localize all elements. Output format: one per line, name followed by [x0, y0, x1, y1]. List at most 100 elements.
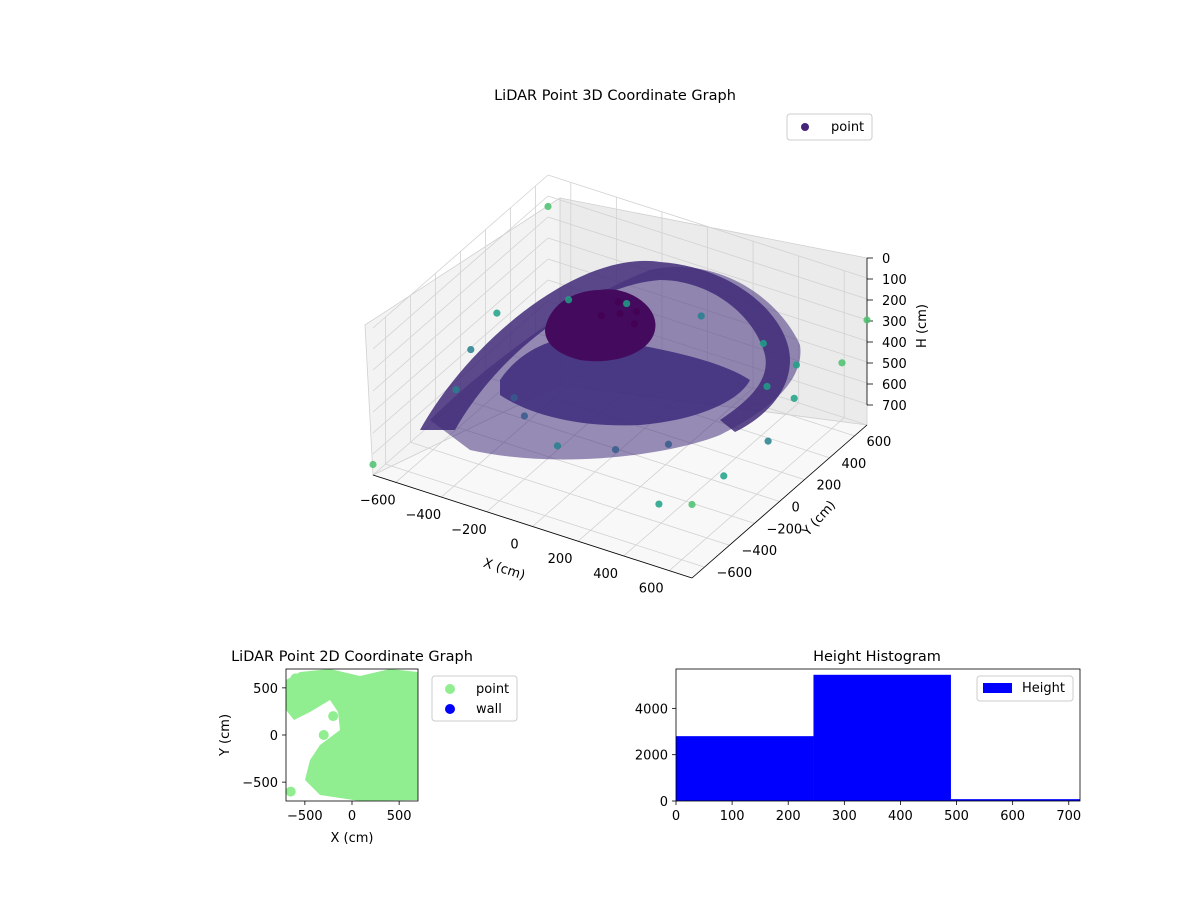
x-tick-label: −600	[360, 493, 396, 508]
data-point-3d	[664, 440, 673, 448]
cloud-top-blob	[545, 289, 656, 362]
legend-histogram: Height	[976, 675, 1074, 702]
grid-z-line	[547, 216, 868, 321]
scatter-2d-plot	[286, 669, 418, 801]
x-tick-label: 0	[348, 809, 356, 824]
data-point-2d	[347, 758, 357, 769]
data-point-3d	[632, 308, 640, 316]
cloud-central-mass	[500, 337, 750, 426]
x-tick-label: 0	[672, 809, 680, 824]
grid-y-line	[385, 463, 705, 568]
grid-z-side-line	[372, 216, 549, 371]
x-tick-label: −400	[405, 508, 441, 523]
y-tick-label: 2000	[635, 749, 668, 764]
legend-3d: point	[786, 113, 873, 141]
data-point-3d	[764, 437, 772, 445]
data-point-2d	[375, 730, 386, 740]
chart-2d: LiDAR Point 2D Coordinate Graph −500 0 500…	[218, 649, 518, 846]
z-tick-label: 300	[882, 315, 907, 330]
data-point-3d	[697, 312, 705, 320]
x-tick-label: −200	[451, 523, 487, 538]
z-tick-label: 400	[882, 336, 907, 351]
data-point-3d	[630, 320, 639, 328]
x-tick-label: 400	[593, 567, 618, 582]
grid-z-side-line	[372, 237, 549, 392]
legend-2d: point wall	[431, 675, 518, 722]
histogram-bar	[950, 799, 1080, 801]
data-point-2d	[299, 678, 310, 689]
histogram-ticks: 0 100 200 300 400 500 600 700 0 2000 4000	[635, 702, 1081, 824]
z-tick-label: 200	[882, 294, 907, 309]
legend-3d-marker	[801, 123, 809, 131]
data-point-2d	[286, 786, 296, 797]
histogram-bar	[813, 674, 951, 801]
x-axis-line	[372, 474, 693, 579]
y-tick-label: −400	[742, 544, 778, 559]
y-tick-label: 0	[792, 501, 800, 516]
x-tick-label: 600	[639, 582, 664, 597]
data-point-3d	[520, 412, 529, 420]
grid-y-line	[410, 441, 730, 546]
data-point-2d	[384, 692, 395, 703]
y-axis-label: Y (cm)	[799, 498, 839, 540]
data-point-2d	[365, 748, 376, 759]
data-point-3d	[863, 316, 871, 324]
z-tick-label: 700	[882, 399, 907, 414]
data-point-3d	[544, 202, 552, 211]
z-tick-label: 500	[882, 357, 907, 372]
legend-histogram-frame	[976, 675, 1074, 702]
y-tick-label: 0	[660, 795, 668, 810]
legend-2d-label-wall: wall	[476, 702, 502, 717]
cloud-outer-ring	[420, 260, 790, 432]
y-tick-label: −500	[242, 776, 278, 791]
legend-3d-label: point	[831, 120, 864, 135]
y-tick-label: −600	[717, 566, 753, 581]
data-point-2d	[347, 701, 357, 712]
grid-z-side-line	[372, 279, 549, 434]
histogram-frame	[675, 668, 1081, 802]
data-point-3d	[792, 361, 801, 369]
scatter-2d-xlabel: X (cm)	[331, 831, 374, 846]
data-point-2d	[318, 730, 329, 740]
x-tick-label: 100	[720, 809, 745, 824]
chart-3d: LiDAR Point 3D Coordinate Graph −600 −400…	[360, 88, 930, 597]
z-tick-label: 0	[882, 252, 890, 267]
x-tick-label: 200	[776, 809, 801, 824]
data-point-3d	[790, 394, 798, 402]
ticks-3d: −600−400−2000200400600−600−400−200020040…	[360, 252, 907, 597]
x-tick-label: 500	[944, 809, 969, 824]
data-point-2d	[290, 673, 301, 684]
histogram-title: Height Histogram	[813, 649, 941, 665]
point-cloud-3d	[369, 202, 871, 509]
grid-z-line	[547, 174, 868, 279]
x-axis-label: X (cm)	[481, 556, 527, 584]
data-point-3d	[838, 359, 846, 367]
x-tick-label: 500	[387, 809, 412, 824]
legend-2d-label-point: point	[476, 682, 509, 697]
legend-3d-frame	[786, 113, 873, 141]
data-point-2d	[403, 673, 414, 684]
data-point-2d	[347, 730, 357, 740]
x-tick-label: 600	[1000, 809, 1025, 824]
chart-histogram: Height Histogram 0 100 200 300 400 500 600 7000…	[635, 649, 1081, 824]
y-axis-line	[691, 424, 868, 579]
scatter-2d-ticks: −500 0 500 −500 0 500	[242, 682, 411, 824]
y-tick-label: 400	[842, 457, 867, 472]
data-point-3d	[623, 299, 631, 308]
chart-3d-title: LiDAR Point 3D Coordinate Graph	[494, 88, 736, 104]
x-tick-label: 0	[510, 538, 518, 553]
scattered-points-3d	[369, 202, 871, 509]
data-point-2d	[356, 720, 367, 731]
histogram-bars	[676, 674, 1080, 801]
grid-z-side-line	[372, 174, 549, 329]
data-point-3d	[655, 500, 663, 508]
grid-z-line	[547, 195, 868, 300]
chart-2d-title: LiDAR Point 2D Coordinate Graph	[231, 649, 473, 665]
data-point-3d	[688, 500, 696, 509]
legend-2d-marker-point	[445, 684, 455, 694]
histogram-bar	[676, 736, 814, 801]
y-tick-label: 600	[867, 435, 892, 450]
data-point-3d	[467, 345, 475, 354]
data-point-2d	[384, 767, 395, 778]
